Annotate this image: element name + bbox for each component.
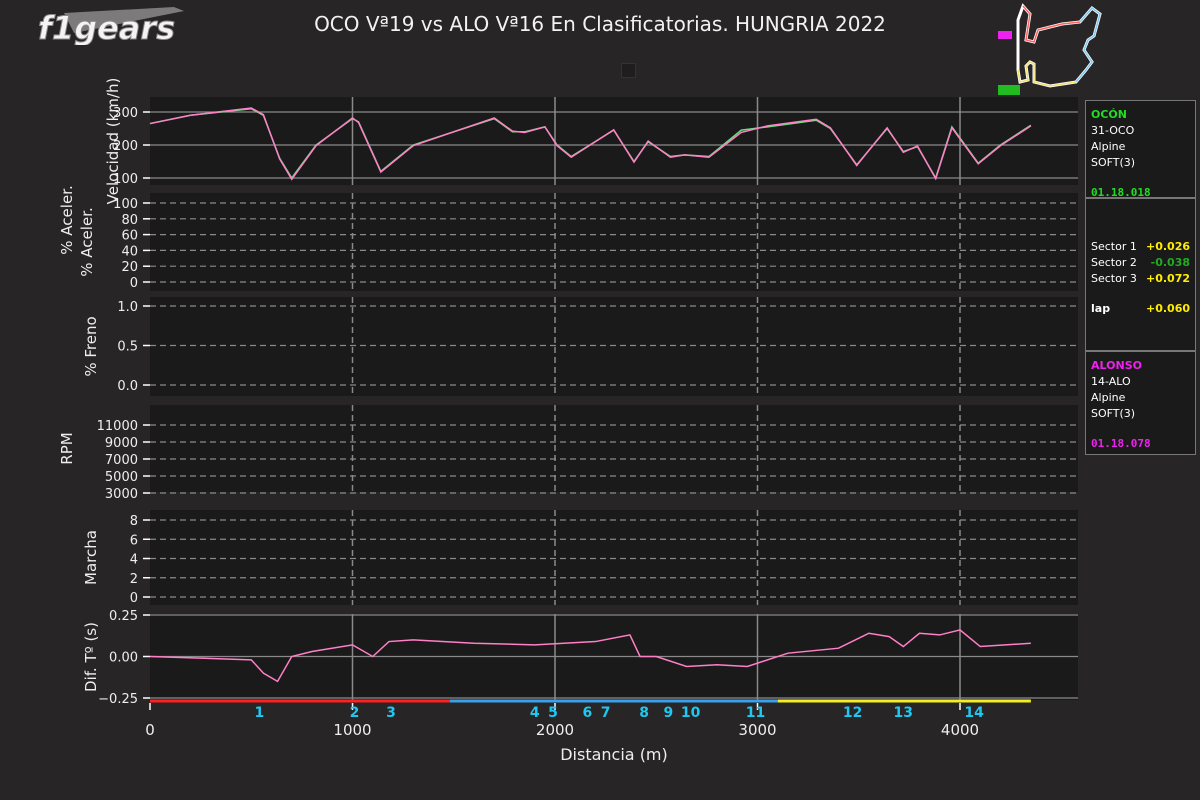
svg-text:14: 14	[964, 705, 984, 721]
sector-3-delta: Sector 3 +0.072	[1091, 272, 1190, 285]
sector-2-delta: Sector 2 -0.038	[1091, 256, 1190, 269]
svg-text:7: 7	[601, 705, 611, 721]
svg-text:20: 20	[121, 260, 138, 275]
chart-title: OCO Vª19 vs ALO Vª16 En Clasificatorias.…	[314, 12, 886, 36]
lap-delta: lap +0.060	[1091, 302, 1190, 315]
svg-text:0.5: 0.5	[117, 340, 138, 355]
svg-text:0: 0	[130, 276, 138, 291]
svg-text:6: 6	[583, 705, 593, 721]
svg-text:1000: 1000	[333, 721, 371, 739]
svg-text:1.0: 1.0	[117, 300, 138, 315]
svg-text:4: 4	[530, 705, 540, 721]
svg-text:100: 100	[113, 172, 138, 187]
svg-text:0.00: 0.00	[109, 651, 138, 666]
svg-text:5: 5	[548, 705, 558, 721]
svg-text:RPM: RPM	[58, 432, 76, 464]
svg-text:Distancia (m): Distancia (m)	[560, 745, 668, 764]
svg-text:0.25: 0.25	[109, 609, 138, 624]
svg-text:0: 0	[130, 591, 138, 606]
svg-text:3000: 3000	[738, 721, 776, 739]
svg-text:2: 2	[350, 705, 360, 721]
svg-text:% Aceler.: % Aceler.	[58, 185, 76, 254]
svg-text:f1gears: f1gears	[38, 9, 175, 45]
svg-text:% Freno: % Freno	[82, 316, 100, 376]
svg-text:6: 6	[130, 533, 138, 548]
svg-text:300: 300	[113, 106, 138, 121]
svg-text:60: 60	[121, 229, 138, 244]
svg-text:12: 12	[843, 705, 862, 721]
svg-text:8: 8	[130, 514, 138, 529]
svg-text:3000: 3000	[105, 487, 138, 502]
svg-text:40: 40	[121, 244, 138, 259]
svg-text:11000: 11000	[97, 419, 138, 434]
svg-text:7000: 7000	[105, 453, 138, 468]
svg-text:13: 13	[894, 705, 913, 721]
svg-text:Velocidad (km/h): Velocidad (km/h)	[104, 78, 122, 205]
svg-text:11: 11	[746, 705, 765, 721]
f1gears-logo: f1gears	[34, 5, 192, 48]
svg-text:Marcha: Marcha	[82, 530, 100, 585]
svg-text:200: 200	[113, 139, 138, 154]
svg-text:9: 9	[664, 705, 674, 721]
driver-card-oco: OCÓN 31-OCO Alpine SOFT(3) 01.18.018	[1085, 100, 1196, 199]
svg-text:4: 4	[130, 553, 138, 568]
svg-text:0.0: 0.0	[117, 379, 138, 394]
driver-card-alo: ALONSO 14-ALO Alpine SOFT(3) 01.18.078	[1085, 351, 1196, 455]
svg-text:2000: 2000	[536, 721, 574, 739]
legend-swatch	[621, 63, 636, 78]
svg-text:10: 10	[681, 705, 701, 721]
svg-text:% Aceler.: % Aceler.	[78, 207, 96, 276]
svg-text:3: 3	[386, 705, 396, 721]
sector-1-delta: Sector 1 +0.026	[1091, 240, 1190, 253]
svg-text:80: 80	[121, 213, 138, 228]
delta-card: Sector 1 +0.026 Sector 2 -0.038 Sector 3 +0…	[1085, 198, 1196, 351]
svg-text:8: 8	[639, 705, 649, 721]
svg-text:9000: 9000	[105, 436, 138, 451]
svg-text:5000: 5000	[105, 470, 138, 485]
svg-text:4000: 4000	[941, 721, 979, 739]
svg-text:100: 100	[113, 197, 138, 212]
track-map	[990, 0, 1110, 100]
svg-text:−0.25: −0.25	[98, 692, 138, 707]
svg-text:0: 0	[145, 721, 155, 739]
svg-text:1: 1	[254, 705, 264, 721]
svg-text:2: 2	[130, 572, 138, 587]
svg-text:Dif. Tº (s): Dif. Tº (s)	[82, 622, 100, 692]
